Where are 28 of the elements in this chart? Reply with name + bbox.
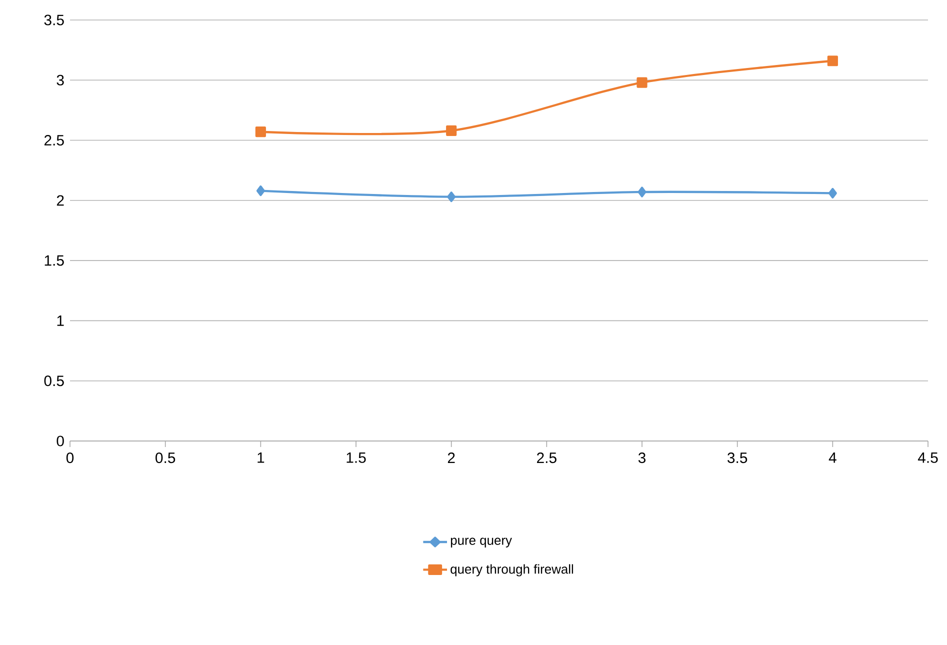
y-tick-label: 0.5 (44, 376, 64, 386)
y-tick-label: 3 (56, 74, 64, 86)
x-tick-label: 3 (638, 452, 646, 464)
point (636, 77, 648, 88)
x-tick-label: 2.5 (537, 452, 556, 464)
point (255, 126, 266, 138)
y-tick-label: 2.5 (44, 134, 64, 146)
x-tick-label: 1.5 (346, 452, 366, 463)
y-tick-label: 3.5 (44, 14, 64, 26)
point (638, 186, 646, 198)
x-tick-label: 3.5 (728, 452, 748, 464)
point (446, 125, 457, 136)
x-tick-label: 4.5 (918, 452, 938, 463)
x-tick-label: 4 (828, 452, 836, 463)
y-tick-label: 1 (57, 316, 64, 326)
x-tick-label: 2 (448, 452, 455, 463)
point (828, 188, 837, 198)
x-tick-label: 1 (258, 452, 264, 463)
x-tick-label: 0 (66, 452, 74, 464)
point (827, 56, 838, 66)
y-tick-label: 0 (56, 436, 64, 446)
point (447, 192, 456, 202)
x-tick-label: 0.5 (156, 452, 176, 464)
point (256, 185, 265, 196)
legend-label: query through firewall (450, 564, 574, 576)
legend-label: pure query (450, 538, 512, 548)
y-tick-label: 1.5 (44, 255, 64, 266)
y-tick-label: 2 (56, 195, 64, 206)
